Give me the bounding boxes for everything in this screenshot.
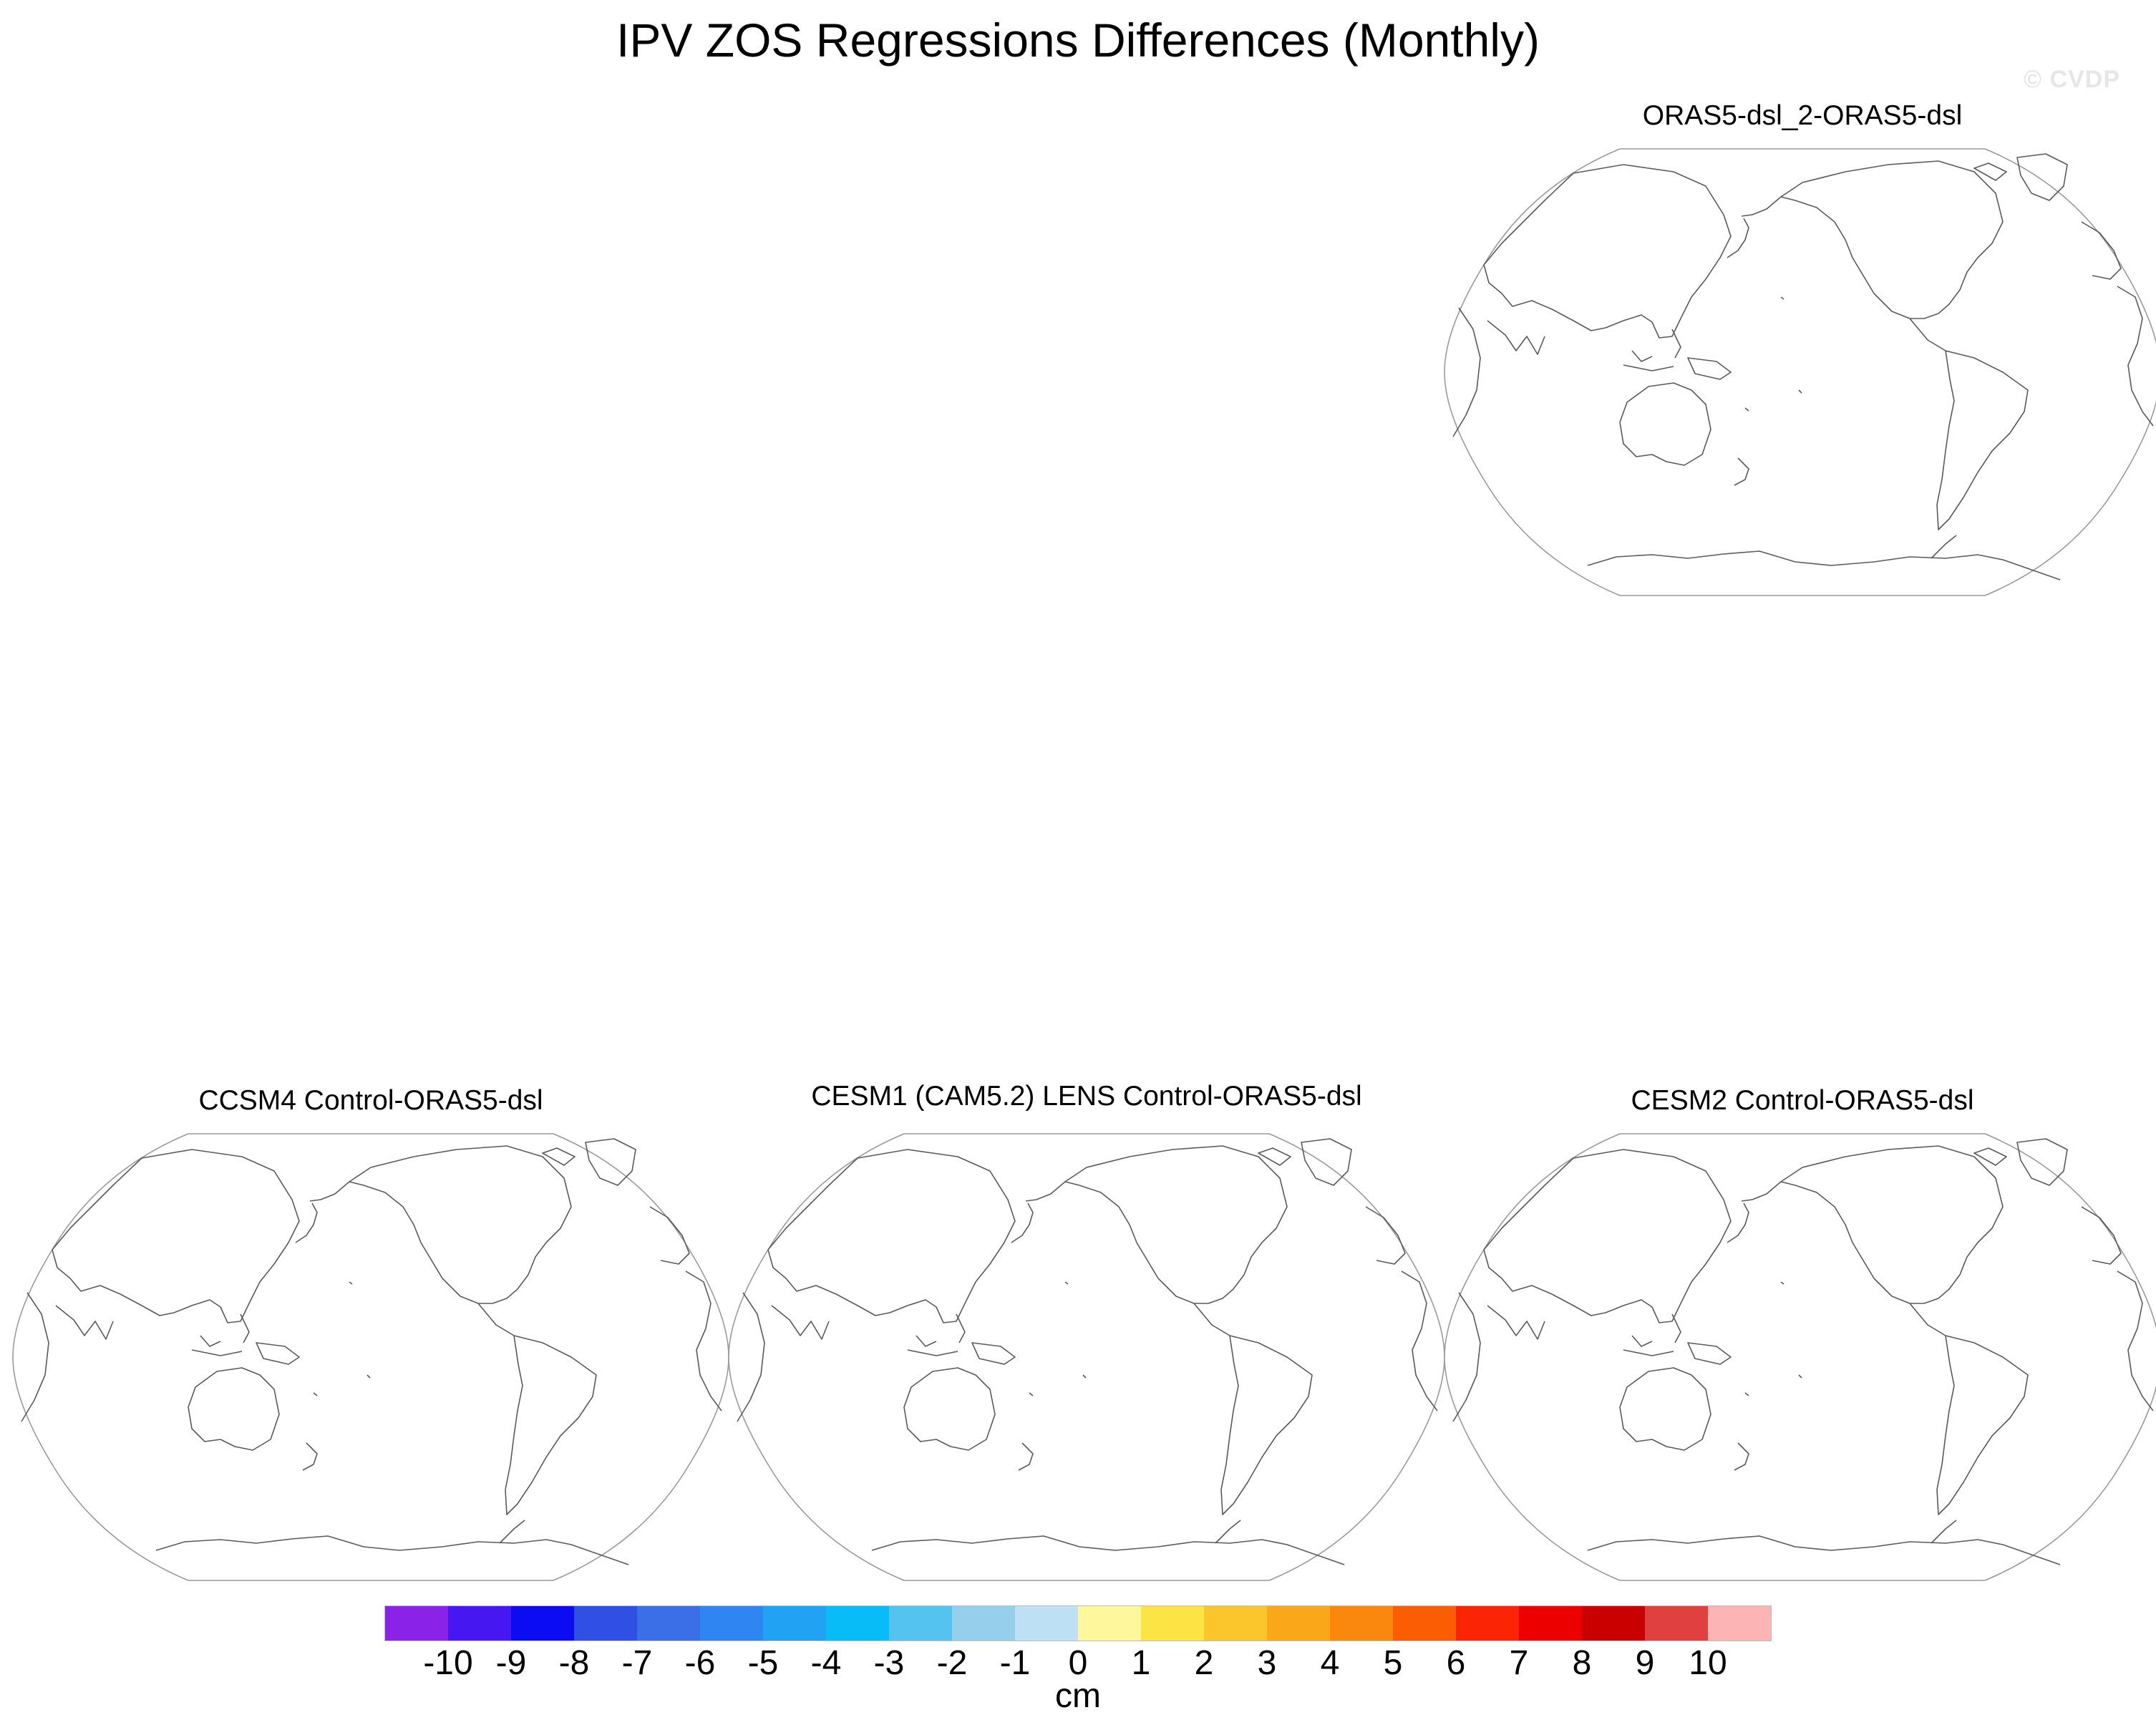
panel-title: CESM2 Control-ORAS5-dsl <box>1631 1085 1974 1116</box>
colorbar-tick-labels: -10 -9 -8 -7 -6 -5 -4 -3 -2 -1 0 1 2 3 4 5 6 7 8 9 10 <box>0 1643 2156 1686</box>
colorbar-cell <box>763 1606 826 1641</box>
colorbar-cell <box>637 1606 700 1641</box>
colorbar-cell <box>385 1606 448 1641</box>
colorbar-cell <box>1708 1606 1771 1641</box>
colorbar-tick-label: 3 <box>1257 1644 1277 1682</box>
colorbar-tick-label: -10 <box>423 1644 473 1682</box>
colorbar-tick-label: -1 <box>999 1644 1031 1682</box>
colorbar-cell <box>1204 1606 1267 1641</box>
colorbar-cell <box>1645 1606 1708 1641</box>
colorbar-cell <box>448 1606 511 1641</box>
colorbar-cell <box>574 1606 637 1641</box>
colorbar-tick-label: -9 <box>495 1644 527 1682</box>
colorbar-cell <box>1330 1606 1393 1641</box>
colorbar <box>384 1605 1772 1641</box>
colorbar-tick-label: 10 <box>1689 1644 1727 1682</box>
colorbar-cell <box>1519 1606 1582 1641</box>
colorbar-tick-label: 2 <box>1194 1644 1214 1682</box>
colorbar-tick-label: 1 <box>1131 1644 1151 1682</box>
colorbar-tick-label: -3 <box>873 1644 905 1682</box>
colorbar-tick-label: 9 <box>1635 1644 1655 1682</box>
panel-title: CESM1 (CAM5.2) LENS Control-ORAS5-dsl <box>811 1081 1362 1112</box>
colorbar-cell <box>1393 1606 1456 1641</box>
map-panel-cesm2-control: CESM2 Control-ORAS5-dsl <box>1444 1085 2156 1586</box>
colorbar-tick-label: -6 <box>684 1644 716 1682</box>
map-panel-ccsm4-control: CCSM4 Control-ORAS5-dsl <box>12 1085 729 1586</box>
colorbar-cell <box>1456 1606 1519 1641</box>
colorbar-tick-label: 4 <box>1320 1644 1340 1682</box>
colorbar-cell <box>1582 1606 1645 1641</box>
colorbar-cell <box>826 1606 889 1641</box>
panel-title: CCSM4 Control-ORAS5-dsl <box>198 1085 543 1116</box>
colorbar-cell <box>700 1606 763 1641</box>
world-map <box>728 1133 1445 1581</box>
colorbar-cell <box>1141 1606 1204 1641</box>
colorbar-tick-label: 7 <box>1509 1644 1529 1682</box>
colorbar-tick-label: 5 <box>1383 1644 1403 1682</box>
world-map <box>1444 148 2156 596</box>
colorbar-cell <box>889 1606 952 1641</box>
colorbar-tick-label: -5 <box>747 1644 779 1682</box>
colorbar-tick-label: -7 <box>621 1644 653 1682</box>
colorbar-tick-label: 6 <box>1446 1644 1466 1682</box>
world-map <box>1444 1133 2156 1581</box>
map-panel-oras5-dsl-2: ORAS5-dsl_2-ORAS5-dsl <box>1444 100 2156 601</box>
figure-title: IPV ZOS Regressions Differences (Monthly… <box>616 14 1540 67</box>
colorbar-tick-label: -8 <box>558 1644 590 1682</box>
colorbar-cell <box>952 1606 1015 1641</box>
colorbar-cell <box>511 1606 574 1641</box>
world-map <box>12 1133 729 1581</box>
colorbar-cell <box>1267 1606 1330 1641</box>
colorbar-tick-label: 8 <box>1572 1644 1592 1682</box>
colorbar-tick-label: -2 <box>936 1644 968 1682</box>
colorbar-cell <box>1015 1606 1078 1641</box>
colorbar-cell <box>1078 1606 1141 1641</box>
colorbar-tick-label: 0 <box>1068 1644 1088 1682</box>
cvdp-watermark: © CVDP <box>2024 66 2120 93</box>
colorbar-unit-label: cm <box>1055 1677 1101 1715</box>
map-panel-cesm1-lens-control: CESM1 (CAM5.2) LENS Control-ORAS5-dsl <box>728 1081 1445 1582</box>
colorbar-tick-label: -4 <box>810 1644 842 1682</box>
panel-title: ORAS5-dsl_2-ORAS5-dsl <box>1642 100 1963 131</box>
